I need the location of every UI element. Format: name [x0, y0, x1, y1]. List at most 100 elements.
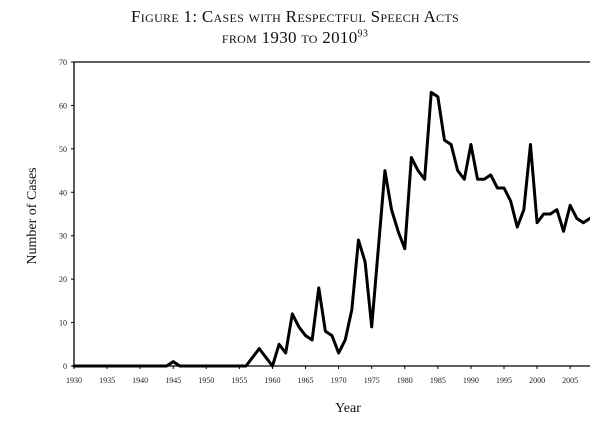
data-point — [311, 339, 313, 341]
y-tick-label: 40 — [59, 188, 67, 197]
data-point — [238, 365, 241, 367]
data-point — [119, 365, 122, 367]
data-point — [463, 178, 466, 181]
x-tick-label: 1940 — [132, 376, 148, 385]
data-point — [265, 356, 267, 359]
data-point — [205, 365, 208, 367]
data-point — [549, 213, 552, 215]
data-point — [304, 334, 307, 337]
data-point — [99, 365, 102, 367]
data-point — [152, 365, 155, 367]
data-point — [582, 221, 585, 224]
data-point — [198, 365, 201, 367]
x-tick-label: 1945 — [165, 376, 181, 385]
x-tick-label: 2000 — [529, 376, 545, 385]
data-point — [132, 365, 135, 367]
y-tick-label: 70 — [59, 58, 67, 67]
data-point — [569, 204, 571, 207]
data-point — [73, 365, 75, 367]
x-axis-ticks: 1930 1935 1940 1945 1950 1955 1960 1965 1970 1975… — [66, 366, 578, 385]
data-point — [126, 365, 128, 367]
y-tick-label: 30 — [59, 232, 67, 241]
x-axis-title: Year — [335, 401, 361, 416]
x-tick-label: 1935 — [99, 376, 115, 385]
data-point — [523, 208, 525, 211]
data-point — [575, 217, 578, 220]
data-point — [370, 326, 373, 328]
data-point — [212, 365, 214, 367]
data-point — [185, 365, 188, 367]
data-point — [179, 365, 181, 367]
data-point — [165, 365, 168, 367]
data-point — [496, 187, 499, 189]
data-point — [225, 365, 227, 367]
x-tick-label: 2005 — [562, 376, 578, 385]
data-point — [430, 91, 433, 94]
data-point — [291, 313, 294, 315]
data-point — [93, 365, 95, 367]
data-point — [516, 226, 519, 228]
data-point — [357, 239, 360, 241]
data-point — [271, 365, 274, 367]
data-point — [112, 365, 115, 367]
data-point — [423, 178, 426, 181]
data-point — [139, 365, 141, 367]
data-point — [562, 230, 565, 233]
data-point — [86, 365, 89, 367]
data-point — [536, 221, 538, 224]
data-point — [337, 352, 340, 354]
data-point — [417, 169, 419, 172]
data-point — [377, 247, 380, 250]
data-point — [403, 247, 406, 250]
data-point — [410, 156, 413, 159]
data-point — [390, 208, 393, 211]
data-point — [251, 356, 254, 359]
data-point — [476, 178, 479, 181]
data-point — [159, 365, 161, 367]
x-tick-label: 1960 — [264, 376, 280, 385]
data-point — [556, 208, 558, 211]
data-point — [245, 365, 247, 367]
data-point — [324, 330, 327, 333]
data-point — [443, 139, 446, 141]
data-point — [284, 352, 287, 354]
data-point — [231, 365, 234, 367]
data-point — [331, 334, 333, 337]
series-line — [72, 90, 590, 368]
y-tick-label: 0 — [63, 362, 67, 371]
data-point — [470, 143, 472, 146]
x-tick-label: 1990 — [463, 376, 479, 385]
data-point — [397, 230, 399, 233]
chart-title: Figure 1: Cases with Respectful Speech A… — [0, 6, 590, 48]
data-point — [344, 339, 347, 341]
x-tick-label: 1995 — [496, 376, 512, 385]
data-point — [192, 365, 194, 367]
data-point — [483, 178, 485, 181]
chart-title-line2: from 1930 to 2010 — [221, 28, 358, 47]
data-point — [218, 365, 221, 367]
data-point — [364, 260, 366, 263]
footnote-marker: 93 — [357, 28, 369, 40]
x-tick-label: 1930 — [66, 376, 82, 385]
data-point — [542, 213, 545, 215]
data-point — [456, 169, 459, 172]
data-point — [106, 365, 108, 367]
x-tick-label: 1985 — [430, 376, 446, 385]
data-point — [384, 169, 386, 172]
data-point — [278, 343, 280, 346]
data-point — [437, 95, 439, 98]
data-point — [145, 365, 148, 367]
data-point — [509, 200, 512, 202]
data-point — [489, 174, 492, 176]
data-point — [258, 347, 261, 350]
chart-title-line1: Figure 1: Cases with Respectful Speech A… — [131, 7, 459, 26]
data-point — [298, 326, 300, 328]
data-point — [172, 360, 175, 363]
y-tick-label: 60 — [59, 101, 67, 110]
chart-title-line2-wrap: from 1930 to 201093 — [0, 27, 590, 48]
data-point — [450, 143, 452, 146]
data-point — [529, 143, 532, 146]
data-point — [503, 187, 505, 189]
data-points — [73, 91, 590, 367]
